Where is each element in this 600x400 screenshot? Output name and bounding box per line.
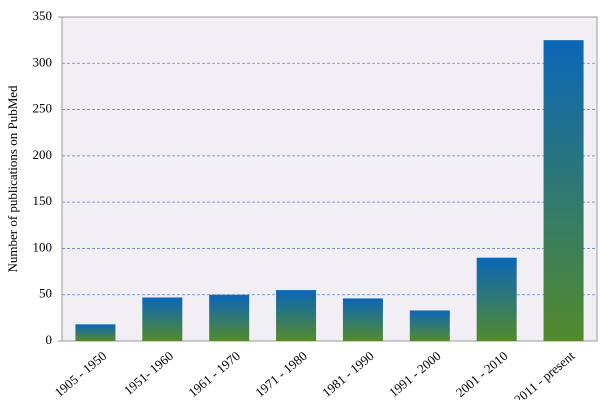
y-tick-label: 250 — [33, 101, 53, 116]
bar — [276, 290, 317, 341]
y-tick-label: 150 — [33, 193, 53, 208]
y-axis-label: Number of publications on PubMed — [5, 85, 20, 273]
y-tick-label: 200 — [33, 147, 53, 162]
x-tick-label: 1951- 1960 — [121, 348, 176, 398]
bar — [476, 257, 517, 341]
bar — [209, 294, 250, 341]
y-tick-label: 0 — [46, 332, 53, 347]
bar — [75, 324, 116, 341]
y-tick-label: 300 — [33, 54, 53, 69]
y-tick-label: 50 — [39, 286, 52, 301]
y-tick-label: 350 — [33, 8, 53, 23]
bar — [142, 297, 183, 341]
x-tick-label: 1991 - 2000 — [386, 348, 444, 400]
x-tick-label: 1981 - 1990 — [319, 348, 377, 400]
x-tick-label: 1971 - 1980 — [252, 348, 310, 400]
plot-area — [61, 16, 598, 342]
x-tick-label: 2001 - 2010 — [453, 348, 511, 400]
x-tick-label: 1905 - 1950 — [52, 348, 110, 400]
bar — [543, 40, 584, 342]
y-tick-label: 100 — [33, 239, 53, 254]
x-tick-label: 1961 - 1970 — [185, 348, 243, 400]
bar — [342, 298, 383, 341]
x-tick-label: 2011 - present — [511, 348, 578, 400]
bar — [409, 310, 450, 341]
